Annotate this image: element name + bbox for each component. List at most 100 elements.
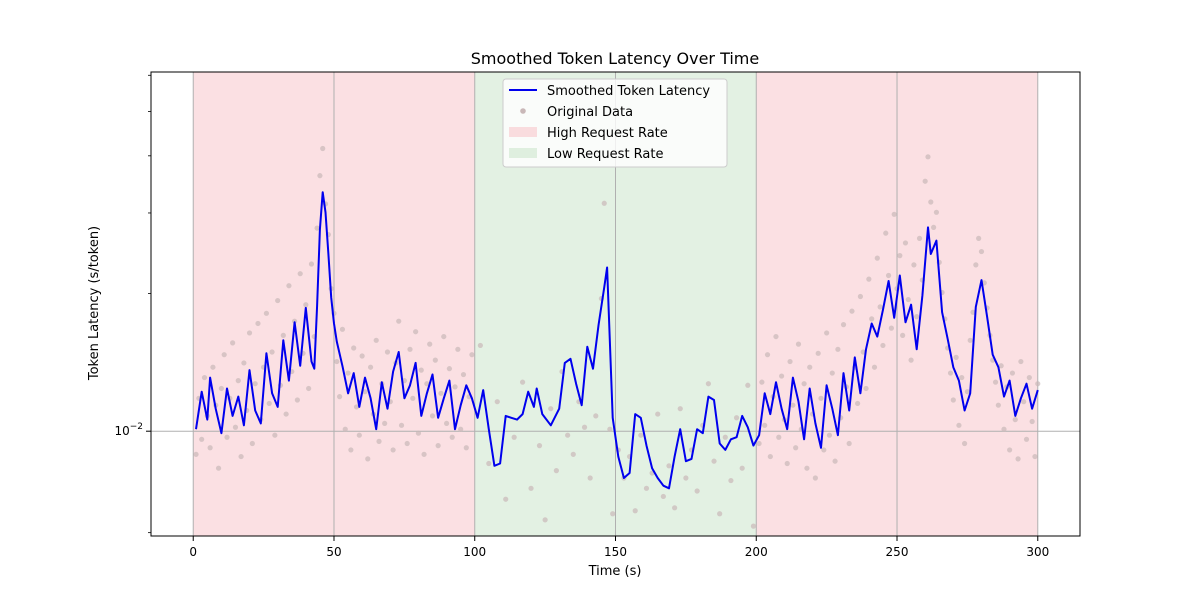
scatter-point-137 bbox=[705, 381, 712, 387]
scatter-point-62 bbox=[367, 364, 374, 370]
scatter-point-45 bbox=[320, 145, 326, 152]
scatter-point-40 bbox=[306, 385, 312, 392]
smoothed-latency-line bbox=[195, 191, 1039, 490]
scatter-point-242 bbox=[1026, 374, 1032, 381]
scatter-point-90 bbox=[446, 366, 453, 372]
legend: Smoothed Token Latency Original Data High … bbox=[502, 78, 728, 168]
scatter-point-157 bbox=[787, 358, 793, 365]
scatter-point-33 bbox=[286, 283, 292, 289]
scatter-point-159 bbox=[793, 445, 799, 451]
scatter-point-116 bbox=[593, 413, 599, 419]
scatter-point-186 bbox=[869, 316, 875, 322]
scatter-point-65 bbox=[376, 438, 382, 444]
scatter-point-224 bbox=[976, 235, 982, 241]
scatter-point-243 bbox=[1029, 418, 1035, 425]
scatter-point-31 bbox=[280, 332, 286, 338]
legend-label-3: Low Request Rate bbox=[547, 147, 663, 162]
scatter-point-156 bbox=[784, 460, 790, 467]
scatter-point-222 bbox=[970, 309, 976, 315]
scatter-point-61 bbox=[365, 456, 371, 462]
scatter-point-179 bbox=[849, 308, 855, 314]
x-tick-label-2: 100 bbox=[463, 545, 486, 559]
scatter-point-67 bbox=[382, 420, 388, 427]
scatter-point-239 bbox=[1018, 358, 1024, 365]
scatter-point-119 bbox=[607, 426, 613, 432]
legend-label-1: Original Data bbox=[547, 105, 633, 120]
scatter-point-109 bbox=[553, 468, 559, 474]
scatter-point-200 bbox=[908, 357, 914, 363]
scatter-point-139 bbox=[717, 511, 723, 517]
scatter-point-60 bbox=[362, 389, 368, 395]
scatter-point-193 bbox=[888, 325, 894, 331]
scatter-point-95 bbox=[460, 371, 467, 378]
scatter-point-88 bbox=[441, 333, 447, 340]
scatter-point-68 bbox=[384, 349, 391, 355]
scatter-point-104 bbox=[520, 379, 526, 385]
scatter-point-25 bbox=[263, 310, 270, 316]
scatter-point-98 bbox=[469, 352, 475, 358]
scatter-point-27 bbox=[269, 349, 275, 355]
scatter-point-202 bbox=[914, 314, 920, 320]
scatter-point-91 bbox=[449, 434, 455, 440]
scatter-point-206 bbox=[925, 154, 931, 160]
legend-label-2: High Request Rate bbox=[547, 126, 668, 141]
scatter-point-133 bbox=[683, 475, 689, 481]
scatter-point-16 bbox=[238, 453, 244, 460]
scatter-point-0 bbox=[193, 451, 199, 457]
scatter-point-233 bbox=[1001, 426, 1007, 432]
scatter-point-36 bbox=[294, 397, 300, 403]
scatter-point-128 bbox=[655, 411, 661, 417]
scatter-point-191 bbox=[883, 230, 889, 236]
scatter-point-108 bbox=[548, 406, 554, 412]
scatter-point-235 bbox=[1007, 447, 1013, 453]
scatter-point-52 bbox=[339, 326, 346, 332]
scatter-point-54 bbox=[345, 370, 351, 376]
scatter-point-99 bbox=[477, 342, 483, 349]
scatter-point-169 bbox=[821, 447, 827, 453]
scatter-point-214 bbox=[947, 370, 954, 376]
scatter-point-56 bbox=[351, 345, 357, 351]
scatter-point-118 bbox=[601, 200, 607, 206]
scatter-point-105 bbox=[528, 485, 534, 491]
scatter-point-244 bbox=[1032, 453, 1038, 460]
scatter-point-100 bbox=[486, 460, 492, 467]
scatter-point-131 bbox=[672, 505, 678, 511]
scatter-point-225 bbox=[978, 248, 985, 255]
scatter-point-101 bbox=[494, 399, 500, 405]
scatter-point-132 bbox=[677, 406, 683, 412]
scatter-point-168 bbox=[818, 395, 824, 401]
scatter-point-85 bbox=[432, 357, 438, 363]
scatter-point-10 bbox=[221, 352, 227, 358]
scatter-point-2 bbox=[199, 436, 205, 442]
scatter-point-205 bbox=[922, 178, 928, 184]
scatter-point-138 bbox=[711, 458, 717, 464]
scatter-point-220 bbox=[964, 389, 970, 395]
scatter-point-230 bbox=[992, 379, 999, 385]
scatter-point-173 bbox=[832, 458, 838, 464]
scatter-point-59 bbox=[359, 353, 365, 359]
scatter-point-140 bbox=[722, 434, 728, 440]
line-series bbox=[195, 191, 1039, 490]
scatter-point-172 bbox=[829, 370, 835, 376]
scatter-point-8 bbox=[215, 465, 222, 471]
scatter-point-28 bbox=[272, 432, 278, 438]
y-axis-label: Token Latency (s/token) bbox=[87, 226, 102, 381]
x-tick-label-3: 150 bbox=[604, 545, 627, 559]
scatter-point-148 bbox=[762, 422, 768, 428]
scatter-point-158 bbox=[790, 402, 796, 408]
scatter-point-196 bbox=[897, 253, 903, 259]
scatter-point-102 bbox=[503, 496, 509, 502]
scatter-point-144 bbox=[745, 382, 751, 388]
scatter-point-114 bbox=[581, 424, 588, 430]
scatter-point-111 bbox=[565, 432, 571, 438]
scatter-point-199 bbox=[905, 296, 911, 303]
scatter-point-163 bbox=[804, 465, 810, 471]
scatter-point-84 bbox=[429, 413, 436, 419]
legend-swatch-3 bbox=[509, 148, 537, 158]
y-tick-label-0: 10−2 bbox=[114, 422, 143, 438]
scatter-point-51 bbox=[337, 394, 343, 400]
scatter-point-176 bbox=[840, 322, 847, 328]
scatter-point-79 bbox=[415, 430, 422, 436]
scatter-point-14 bbox=[232, 424, 239, 430]
